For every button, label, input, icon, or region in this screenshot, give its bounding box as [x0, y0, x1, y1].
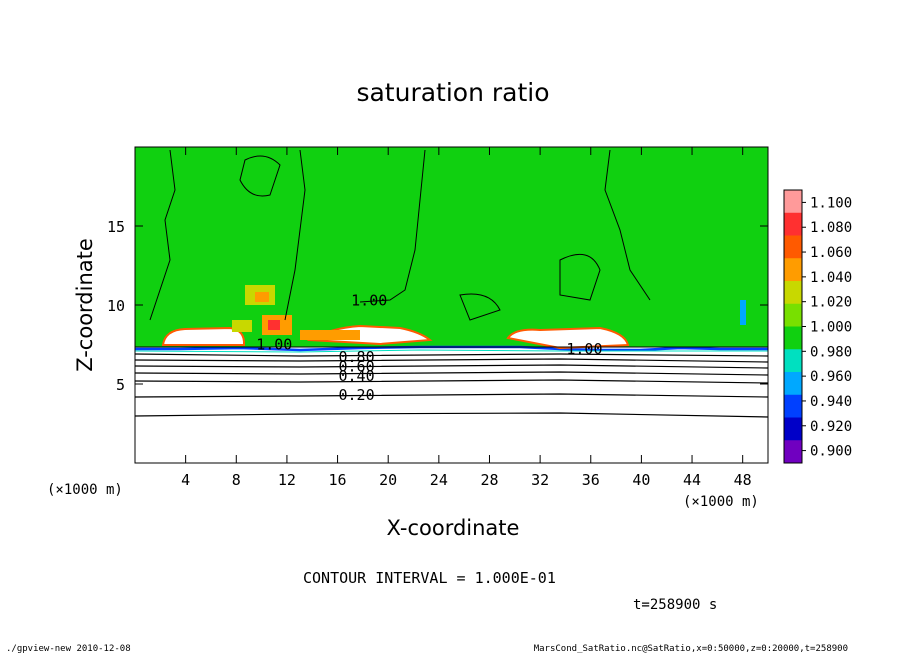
colorbar-swatch	[784, 303, 802, 327]
x-tick-label: 16	[329, 471, 347, 489]
colorbar-swatch	[784, 281, 802, 305]
colorbar-swatch	[784, 417, 802, 441]
x-tick-label: 4	[181, 471, 190, 489]
x-tick-label: 40	[632, 471, 650, 489]
colorbar-swatch	[784, 190, 802, 214]
colorbar-swatch	[784, 372, 802, 396]
colorbar-label: 1.080	[810, 220, 852, 236]
colorbar: 1.100 1.080 1.060 1.040 1.020 1.000 0.980 0.960…	[783, 189, 852, 464]
y-axis: 5 10 15	[107, 218, 768, 394]
x-tick-label: 8	[232, 471, 241, 489]
colorbar-swatch	[784, 258, 802, 282]
colorbar-swatch	[784, 440, 802, 464]
colorbar-label: 1.100	[810, 195, 852, 211]
contour-interval: CONTOUR INTERVAL = 1.000E-01	[303, 569, 556, 587]
contour-lines-lower	[135, 353, 768, 418]
colorbar-label: 0.940	[810, 394, 852, 410]
contour-label: 1.00	[256, 336, 292, 354]
y-axis-label: Z-coordinate	[73, 238, 97, 372]
colorbar-swatch	[784, 326, 802, 350]
colorbar-label: 1.040	[810, 270, 852, 286]
colorbar-label: 1.000	[810, 320, 852, 336]
contour-lines-upper	[135, 149, 768, 348]
x-tick-label: 32	[531, 471, 549, 489]
cloud-pocket-3	[506, 326, 630, 350]
colorbar-swatch	[784, 349, 802, 373]
subsaturated-field	[135, 347, 768, 463]
colorbar-label: 0.960	[810, 369, 852, 385]
x-axis-label: X-coordinate	[387, 516, 520, 540]
contour-label: 0.20	[338, 386, 374, 404]
contour-label: 0.60	[338, 358, 374, 376]
supersaturation-patches	[232, 285, 746, 340]
chart-title: saturation ratio	[356, 78, 549, 107]
y-tick-label: 10	[107, 297, 125, 315]
x-axis: 4 8 12 16 20 24 28 32 36 40 44 48	[181, 147, 752, 489]
time-stamp: t=258900 s	[633, 597, 717, 613]
contour-label-layer: 1.00 1.00 1.00 0.800.600.400.20	[256, 291, 602, 404]
colorbar-label: 1.060	[810, 245, 852, 261]
x-unit-right: (×1000 m)	[683, 494, 759, 510]
colorbar-label: 0.900	[810, 444, 852, 460]
colorbar-swatch	[784, 212, 802, 236]
x-tick-label: 12	[278, 471, 296, 489]
footer-right: MarsCond_SatRatio.nc@SatRatio,x=0:50000,…	[534, 644, 848, 654]
x-tick-label: 24	[430, 471, 448, 489]
y-tick-label: 15	[107, 218, 125, 236]
x-tick-label: 44	[683, 471, 701, 489]
colorbar-label: 0.980	[810, 344, 852, 360]
contour-label: 0.40	[338, 367, 374, 385]
footer-left: ./gpview-new 2010-12-08	[6, 644, 131, 654]
contour-label: 1.00	[351, 291, 387, 309]
colorbar-swatch	[784, 235, 802, 259]
cloud-pocket-1	[161, 326, 246, 346]
x-tick-label: 36	[582, 471, 600, 489]
x-tick-label: 28	[480, 471, 498, 489]
y-tick-label: 5	[116, 376, 125, 394]
x-tick-label: 48	[734, 471, 752, 489]
colorbar-label: 0.920	[810, 419, 852, 435]
x-tick-label: 20	[379, 471, 397, 489]
boundary-cyan	[135, 349, 768, 353]
colorbar-swatch	[784, 394, 802, 418]
contour-label: 1.00	[566, 340, 602, 358]
x-unit-left: (×1000 m)	[47, 482, 123, 498]
colorbar-label: 1.020	[810, 295, 852, 311]
supersaturated-field	[135, 147, 768, 347]
contour-label: 0.80	[338, 348, 374, 366]
plot-area	[135, 147, 768, 463]
